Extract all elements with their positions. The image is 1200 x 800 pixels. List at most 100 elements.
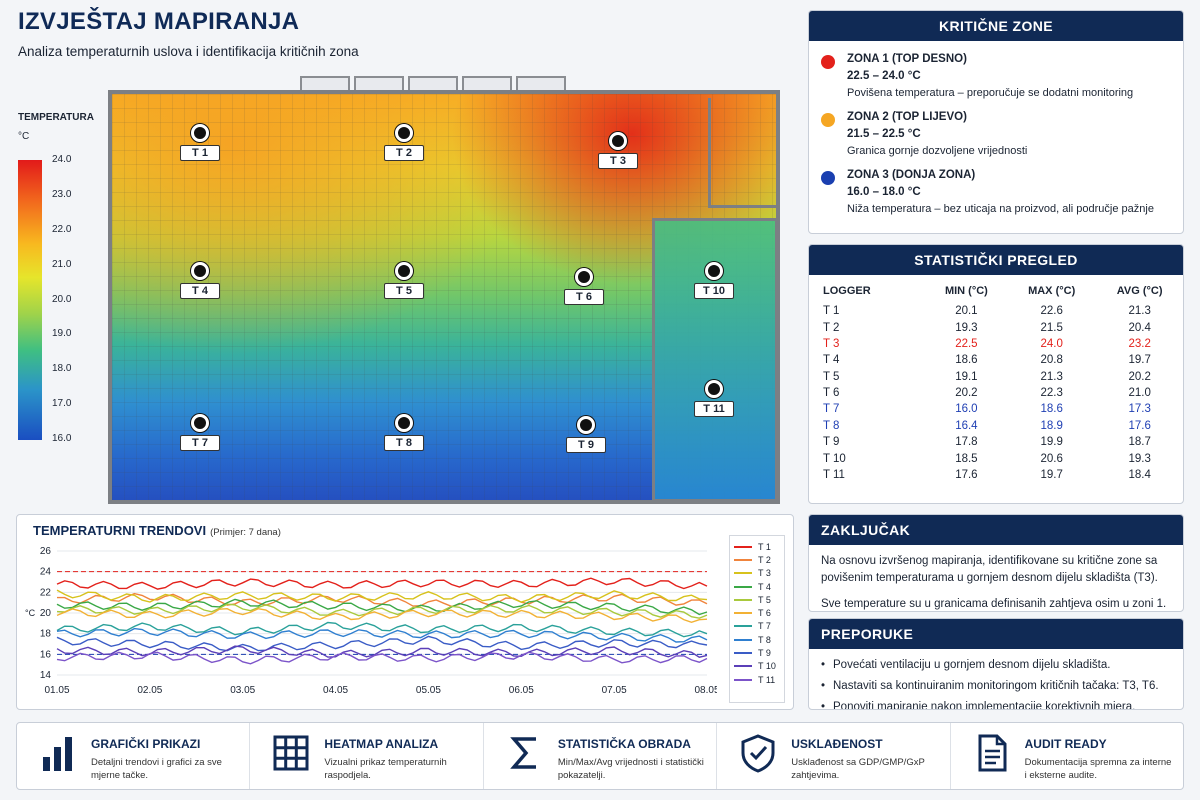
recommendations-list: Povećati ventilaciju u gornjem desnom di… xyxy=(809,649,1183,709)
feature-item: USKLAĐENOST Usklađenost sa GDP/GMP/GxP z… xyxy=(717,723,951,789)
series-line-t5 xyxy=(56,603,708,619)
table-cell-min: 17.8 xyxy=(955,436,978,449)
zone-item: ZONA 3 (DONJA ZONA) 16.0 – 18.0 °C Niža … xyxy=(809,169,1183,215)
legend-ticks: 24.0 23.0 22.0 21.0 20.0 19.0 18.0 17.0 … xyxy=(52,154,71,444)
logger-label: T 1 xyxy=(180,145,220,161)
legend-swatch xyxy=(734,558,752,561)
legend-entry: T 1 xyxy=(734,540,780,553)
table-cell-max: 21.3 xyxy=(1040,370,1063,383)
x-tick-label: 08.05 xyxy=(694,685,717,696)
statistics-body: T 1 20.1 22.6 21.3 T 2 19.3 21.5 20.4 T 3 22.5 24.… xyxy=(809,303,1183,483)
table-cell-min: 16.0 xyxy=(955,403,978,416)
logger-marker-icon xyxy=(395,262,413,280)
conclusion-title: ZAKLJUČAK xyxy=(809,515,1183,545)
table-row: T 3 22.5 24.0 23.2 xyxy=(809,336,1183,352)
table-cell-avg: 20.4 xyxy=(1128,321,1151,334)
legend-swatch xyxy=(734,572,752,575)
logger-pin[interactable]: T 11 xyxy=(694,380,734,417)
legend-tick: 20.0 xyxy=(52,293,72,305)
legend-label: T 2 xyxy=(758,554,771,565)
critical-zones-panel: KRITIČNE ZONE ZONA 1 (TOP DESNO) 22.5 – … xyxy=(808,10,1184,234)
table-row: T 4 18.6 20.8 19.7 xyxy=(809,352,1183,368)
table-cell-avg: 23.2 xyxy=(1128,337,1151,350)
table-cell-max: 18.6 xyxy=(1040,403,1063,416)
series-line-t8 xyxy=(56,627,708,643)
legend-label: T 8 xyxy=(758,634,771,645)
chart-legend: T 1 T 2 T 3 T 4 T 5 T 6 T 7 T 8 T 9 T 10 T 11 xyxy=(729,535,785,703)
legend-label: T 10 xyxy=(758,661,776,672)
table-cell-min: 16.4 xyxy=(955,419,978,432)
feature-title: AUDIT READY xyxy=(1024,737,1107,751)
shield-check-icon xyxy=(741,734,775,773)
logger-pin[interactable]: T 1 xyxy=(180,124,220,161)
document-icon xyxy=(978,734,1007,772)
series-line-t11 xyxy=(56,651,708,665)
logger-pin[interactable]: T 7 xyxy=(180,414,220,451)
trend-chart: 26 24 22 20 18 16 14 °C 01.05 02.05 03.05 04.05 05.0… xyxy=(25,546,717,696)
legend-label: T 7 xyxy=(758,621,771,632)
office-room xyxy=(708,98,776,208)
logger-pin[interactable]: T 4 xyxy=(180,262,220,299)
logger-pin[interactable]: T 2 xyxy=(384,124,424,161)
legend-label: T 1 xyxy=(758,541,771,552)
recommendation-item: Povećati ventilaciju u gornjem desnom di… xyxy=(821,657,1171,674)
zone-name: ZONA 2 (TOP LIJEVO) xyxy=(847,111,967,123)
legend-tick: 18.0 xyxy=(52,363,72,375)
legend-entry: T 6 xyxy=(734,606,780,619)
table-cell-min: 19.1 xyxy=(955,370,978,383)
legend-label: T 9 xyxy=(758,648,771,659)
logger-pin[interactable]: T 5 xyxy=(384,262,424,299)
recommendations-panel: PREPORUKE Povećati ventilaciju u gornjem… xyxy=(808,618,1184,710)
feature-item: HEATMAP ANALIZA Vizualni prikaz temperat… xyxy=(250,723,484,789)
feature-title: USKLAĐENOST xyxy=(791,737,883,751)
bar-chart-icon xyxy=(43,737,72,771)
table-cell-min: 20.2 xyxy=(955,387,978,400)
page-title: IZVJEŠTAJ MAPIRANJA xyxy=(18,8,300,35)
page-subtitle: Analiza temperaturnih uslova i identifik… xyxy=(18,44,359,59)
feature-item: STATISTIČKA OBRADA Min/Max/Avg vrijednos… xyxy=(484,723,718,789)
table-cell-avg: 21.0 xyxy=(1128,387,1151,400)
logger-marker-icon xyxy=(609,132,627,150)
zone-dot-icon xyxy=(821,55,835,69)
logger-pin[interactable]: T 3 xyxy=(598,132,638,169)
logger-pin[interactable]: T 9 xyxy=(566,416,606,453)
logger-label: T 7 xyxy=(180,435,220,451)
table-cell-min: 18.5 xyxy=(955,452,978,465)
table-cell-max: 20.6 xyxy=(1040,452,1063,465)
legend-swatch xyxy=(734,665,752,668)
logger-marker-icon xyxy=(191,124,209,142)
logger-label: T 8 xyxy=(384,435,424,451)
table-row: T 9 17.8 19.9 18.7 xyxy=(809,434,1183,450)
legend-swatch xyxy=(734,678,752,681)
feature-desc: Min/Max/Avg vrijednosti i statistički po… xyxy=(557,757,704,781)
table-cell-avg: 18.7 xyxy=(1128,436,1151,449)
logger-pin[interactable]: T 10 xyxy=(694,262,734,299)
legend-swatch xyxy=(734,638,752,641)
legend-title: TEMPERATURA xyxy=(18,112,94,123)
logger-marker-icon xyxy=(191,414,209,432)
column-header: MAX (°C) xyxy=(1028,285,1076,297)
conclusion-panel: ZAKLJUČAK Na osnovu izvršenog mapiranja,… xyxy=(808,514,1184,612)
table-cell-max: 21.5 xyxy=(1040,321,1063,334)
series-line-t4 xyxy=(56,598,708,616)
statistics-title: STATISTIČKI PREGLED xyxy=(809,245,1183,275)
table-cell-logger: T 7 xyxy=(823,403,840,416)
legend-entry: T 8 xyxy=(734,633,780,646)
legend-entry: T 5 xyxy=(734,593,780,606)
legend-entry: T 10 xyxy=(734,660,780,673)
table-cell-min: 20.1 xyxy=(955,305,978,318)
y-tick-label: 22 xyxy=(40,587,52,598)
legend-tick: 19.0 xyxy=(52,328,72,340)
logger-pin[interactable]: T 8 xyxy=(384,414,424,451)
conclusion-paragraph: Na osnovu izvršenog mapiranja, identifik… xyxy=(821,555,1158,584)
feature-title: STATISTIČKA OBRADA xyxy=(557,737,691,751)
series-line-t10 xyxy=(56,645,708,658)
logger-pin[interactable]: T 6 xyxy=(564,268,604,305)
table-cell-logger: T 3 xyxy=(823,337,840,350)
series-line-t6 xyxy=(56,607,708,624)
table-cell-logger: T 2 xyxy=(823,321,840,334)
table-cell-avg: 18.4 xyxy=(1128,468,1151,481)
warehouse-heatmap: T 1 T 2 T 3 T 4 T 5 T 6 T 10 T 7 T 8 T 9… xyxy=(108,76,780,504)
table-cell-max: 18.9 xyxy=(1040,419,1063,432)
zone-desc: Niža temperatura – bez uticaja na proizv… xyxy=(847,203,1154,215)
